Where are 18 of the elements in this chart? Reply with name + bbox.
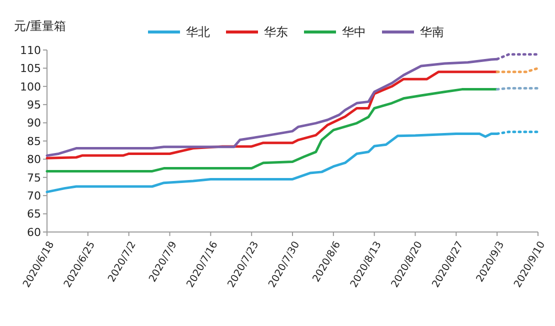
y-tick-label: 95 [27, 98, 41, 112]
y-tick-label: 65 [27, 208, 41, 221]
line-series [46, 88, 498, 172]
y-tick-label: 100 [20, 80, 41, 94]
y-tick-label: 80 [27, 153, 41, 166]
legend-label: 华北 [186, 25, 210, 40]
legend-label: 华南 [420, 25, 444, 40]
y-tick-label: 105 [20, 62, 41, 76]
line-series [46, 70, 498, 160]
y-axis-title: 元/重量箱 [14, 19, 66, 33]
y-tick-label: 90 [27, 116, 41, 130]
y-tick-label: 70 [27, 189, 41, 202]
legend-label: 华东 [264, 25, 288, 40]
y-tick-label: 60 [27, 226, 41, 239]
y-tick-label: 85 [27, 134, 41, 148]
legend-label: 华中 [342, 25, 366, 40]
y-tick-label: 75 [27, 171, 41, 184]
y-tick-label: 110 [20, 44, 41, 57]
